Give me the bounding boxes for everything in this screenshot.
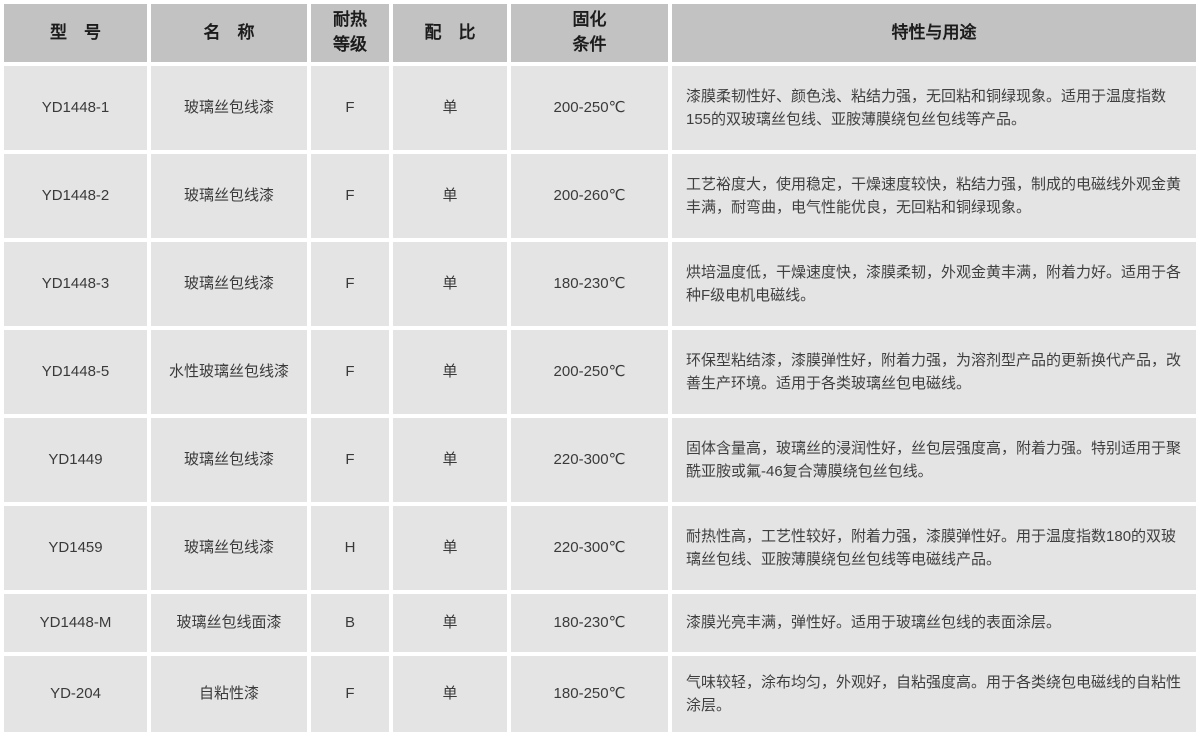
heat-grade-cell: F [311,418,389,502]
heat-grade-cell: F [311,66,389,150]
header-name: 名 称 [151,4,307,62]
table-row: YD-204 自粘性漆 F 单 180-250℃ 气味较轻，涂布均匀，外观好，自… [4,656,1196,732]
heat-grade-cell: F [311,330,389,414]
curing-condition-cell: 200-250℃ [511,330,668,414]
model-cell: YD1448-M [4,594,147,652]
table-row: YD1448-1 玻璃丝包线漆 F 单 200-250℃ 漆膜柔韧性好、颜色浅、… [4,66,1196,150]
table-row: YD1449 玻璃丝包线漆 F 单 220-300℃ 固体含量高，玻璃丝的浸润性… [4,418,1196,502]
curing-condition-cell: 220-300℃ [511,506,668,590]
table-row: YD1459 玻璃丝包线漆 H 单 220-300℃ 耐热性高，工艺性较好，附着… [4,506,1196,590]
name-cell: 玻璃丝包线漆 [151,242,307,326]
ratio-cell: 单 [393,154,507,238]
header-features: 特性与用途 [672,4,1196,62]
curing-condition-cell: 180-230℃ [511,594,668,652]
curing-condition-cell: 200-260℃ [511,154,668,238]
heat-grade-cell: H [311,506,389,590]
model-cell: YD1459 [4,506,147,590]
curing-condition-cell: 180-230℃ [511,242,668,326]
features-cell: 漆膜光亮丰满，弹性好。适用于玻璃丝包线的表面涂层。 [672,594,1196,652]
heat-grade-cell: B [311,594,389,652]
model-cell: YD1448-1 [4,66,147,150]
features-cell: 气味较轻，涂布均匀，外观好，自粘强度高。用于各类绕包电磁线的自粘性涂层。 [672,656,1196,732]
name-cell: 玻璃丝包线漆 [151,418,307,502]
name-cell: 玻璃丝包线漆 [151,66,307,150]
features-cell: 环保型粘结漆，漆膜弹性好，附着力强，为溶剂型产品的更新换代产品，改善生产环境。适… [672,330,1196,414]
ratio-cell: 单 [393,330,507,414]
model-cell: YD1449 [4,418,147,502]
name-cell: 自粘性漆 [151,656,307,732]
model-cell: YD1448-5 [4,330,147,414]
name-cell: 玻璃丝包线漆 [151,506,307,590]
model-cell: YD1448-2 [4,154,147,238]
ratio-cell: 单 [393,418,507,502]
ratio-cell: 单 [393,506,507,590]
ratio-cell: 单 [393,656,507,732]
header-model: 型 号 [4,4,147,62]
model-cell: YD1448-3 [4,242,147,326]
ratio-cell: 单 [393,66,507,150]
ratio-cell: 单 [393,242,507,326]
heat-grade-cell: F [311,242,389,326]
features-cell: 固体含量高，玻璃丝的浸润性好，丝包层强度高，附着力强。特别适用于聚酰亚胺或氟-4… [672,418,1196,502]
name-cell: 玻璃丝包线面漆 [151,594,307,652]
ratio-cell: 单 [393,594,507,652]
features-cell: 工艺裕度大，使用稳定，干燥速度较快，粘结力强，制成的电磁线外观金黄丰满，耐弯曲，… [672,154,1196,238]
curing-condition-cell: 200-250℃ [511,66,668,150]
table-row: YD1448-M 玻璃丝包线面漆 B 单 180-230℃ 漆膜光亮丰满，弹性好… [4,594,1196,652]
header-curing-condition: 固化 条件 [511,4,668,62]
name-cell: 玻璃丝包线漆 [151,154,307,238]
features-cell: 漆膜柔韧性好、颜色浅、粘结力强，无回粘和铜绿现象。适用于温度指数155的双玻璃丝… [672,66,1196,150]
header-row: 型 号 名 称 耐热 等级 配 比 固化 条件 特性与用途 [4,4,1196,62]
table-row: YD1448-3 玻璃丝包线漆 F 单 180-230℃ 烘培温度低，干燥速度快… [4,242,1196,326]
table-row: YD1448-2 玻璃丝包线漆 F 单 200-260℃ 工艺裕度大，使用稳定，… [4,154,1196,238]
heat-grade-cell: F [311,656,389,732]
header-ratio: 配 比 [393,4,507,62]
header-heat-grade: 耐热 等级 [311,4,389,62]
table-row: YD1448-5 水性玻璃丝包线漆 F 单 200-250℃ 环保型粘结漆，漆膜… [4,330,1196,414]
features-cell: 烘培温度低，干燥速度快，漆膜柔韧，外观金黄丰满，附着力好。适用于各种F级电机电磁… [672,242,1196,326]
model-cell: YD-204 [4,656,147,732]
curing-condition-cell: 180-250℃ [511,656,668,732]
features-cell: 耐热性高，工艺性较好，附着力强，漆膜弹性好。用于温度指数180的双玻璃丝包线、亚… [672,506,1196,590]
curing-condition-cell: 220-300℃ [511,418,668,502]
name-cell: 水性玻璃丝包线漆 [151,330,307,414]
heat-grade-cell: F [311,154,389,238]
